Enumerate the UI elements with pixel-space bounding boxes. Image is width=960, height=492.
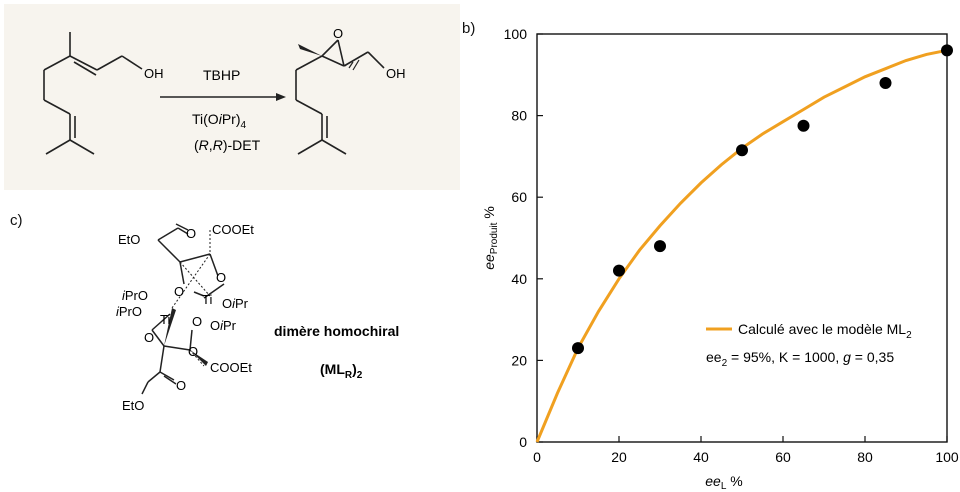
panel-c-dimer-structure: EtO O COOEt O O Ti OiPr iPrO iPrO OiPr O… [116,222,399,413]
x-tick-label: 20 [611,449,627,465]
substrate-oh-label: OH [144,66,164,81]
y-axis-label: eeProduit % [481,206,500,270]
y-tick-label: 40 [511,271,527,287]
legend-annotation: ee2 = 95%, K = 1000, g = 0,35 [706,349,894,369]
y-tick-label: 60 [511,189,527,205]
dimer-wedge-2 [190,350,208,366]
reaction-arrow-head [276,93,286,101]
reagent-tbhp: TBHP [203,67,240,83]
data-point [736,144,748,157]
y-tick-label: 100 [504,26,528,42]
y-tick-label: 80 [511,108,527,124]
o-ring-top: O [216,270,226,285]
cooet-top-label: COOEt [212,222,254,237]
x-tick-label: 100 [935,449,959,465]
data-point [941,44,953,57]
o-ring-bottom-right: O [188,344,198,359]
panel-b-label: b) [462,20,476,37]
ti-upper-label: Ti [202,292,212,307]
cooet-bottom-label: COOEt [210,360,252,375]
legend: Calculé avec le modèle ML2 ee2 = 95%, K … [706,321,912,369]
dimer-bonds [141,223,225,395]
x-tick-label: 40 [693,449,709,465]
methyl-wedge [298,44,322,56]
oipr-lower-label: OiPr [210,318,237,333]
dimer-wedge-1 [164,308,176,346]
x-tick-label: 0 [533,449,541,465]
o-carbonyl-top: O [186,226,196,241]
geraniol-structure [43,32,143,155]
data-point [797,119,810,132]
dimer-formula: (MLR)2 [320,361,363,381]
data-point [879,76,892,89]
epoxide-o-label: O [333,26,343,41]
ipro-lower-label: iPrO [116,304,142,319]
product-oh-label: OH [386,66,406,81]
eto-bottom-label: EtO [122,398,144,413]
epoxide-structure [295,39,385,155]
x-axis-label: eeL % [705,473,742,492]
panel-a-reaction-scheme: OH TBHP Ti(OiPr)4 (R,R)-DET O OH [43,26,406,155]
oipr-upper-label: OiPr [222,296,249,311]
data-point [613,264,625,277]
x-axis-ticks: 0 20 40 60 80 100 [533,436,959,465]
x-tick-label: 80 [857,449,873,465]
dimer-name: dimère homochiral [274,323,399,339]
model-fit-line [535,48,948,443]
plot-frame [536,33,948,443]
data-point [572,342,584,355]
x-tick-label: 60 [775,449,791,465]
o-bridge-top: O [174,284,184,299]
o-carbonyl-bottom: O [176,378,186,393]
chart-ee-product-vs-ligand: 0 20 40 60 80 100 0 20 40 60 80 100 eeL % eeProdui… [481,26,959,492]
ipro-upper-label: iPrO [122,288,148,303]
y-tick-label: 0 [519,434,527,450]
data-points [572,44,953,355]
hashed-bond [344,59,360,71]
y-axis-ticks: 0 20 40 60 80 100 [504,26,543,450]
ti-lower-label: Ti [160,312,170,327]
reagent-titanium: Ti(OiPr)4 [192,111,247,131]
dimer-dashed-bonds [171,230,211,367]
data-point [654,240,666,253]
legend-entry-model: Calculé avec le modèle ML2 [738,321,912,341]
eto-top-label: EtO [118,232,140,247]
o-bridge-bottom: O [192,314,202,329]
reagent-det: (R,R)-DET [194,137,261,153]
o-ring-bottom-left: O [144,330,154,345]
panel-c-label: c) [10,212,23,229]
y-tick-label: 20 [511,352,527,368]
